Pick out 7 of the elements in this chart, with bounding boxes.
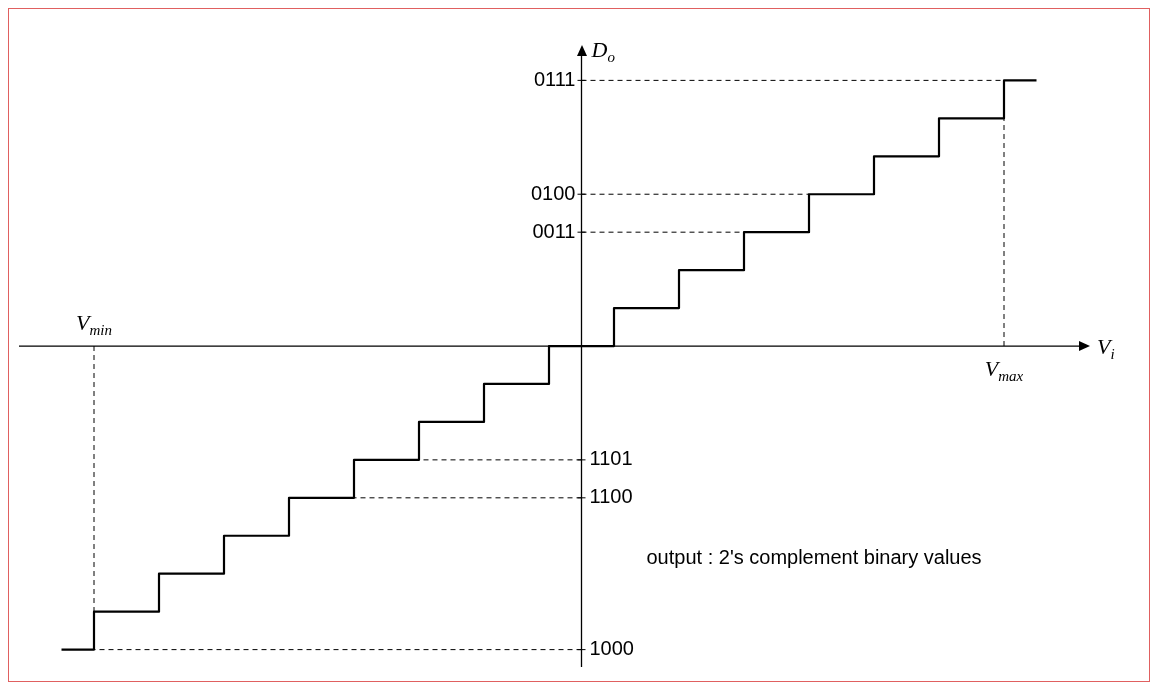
annotation: 0011	[532, 219, 576, 242]
annotation: 0111	[533, 67, 576, 90]
annotation: output : 2's complement binary values	[646, 546, 982, 569]
annotation: 1000	[589, 637, 634, 660]
annotation: 0100	[531, 181, 576, 204]
annotation: 1100	[589, 485, 633, 508]
annotation: 1101	[589, 447, 633, 470]
